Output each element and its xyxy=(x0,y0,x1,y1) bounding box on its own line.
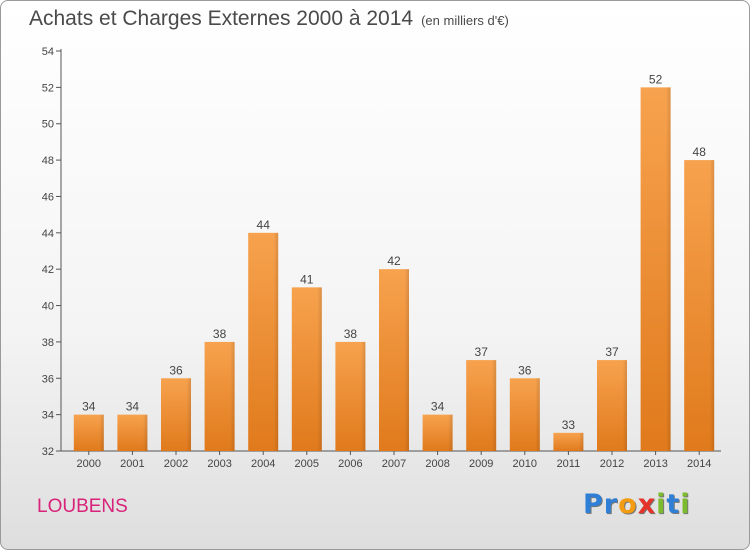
x-tick-label: 2010 xyxy=(513,458,537,470)
bar-shade xyxy=(117,414,148,451)
y-tick-label: 46 xyxy=(42,191,54,203)
data-label: 48 xyxy=(693,145,707,159)
logo-letter: P xyxy=(583,489,604,520)
x-tick-label: 2001 xyxy=(120,458,144,470)
bar-shade xyxy=(161,378,191,451)
data-label: 34 xyxy=(82,400,96,414)
x-tick-label: 2006 xyxy=(338,458,362,470)
proxiti-logo: Proxiti xyxy=(583,489,691,520)
logo-letter: o xyxy=(618,489,638,520)
x-tick-label: 2014 xyxy=(687,458,711,470)
bar-shade xyxy=(509,378,540,451)
y-tick-label: 48 xyxy=(42,155,54,167)
data-label: 37 xyxy=(605,345,619,359)
y-tick-label: 40 xyxy=(42,301,54,313)
x-tick-label: 2005 xyxy=(295,458,319,470)
y-tick-label: 54 xyxy=(42,46,54,58)
x-tick-label: 2013 xyxy=(643,458,667,470)
bar-shade xyxy=(640,87,671,451)
bar-shade xyxy=(248,232,279,451)
y-tick-label: 32 xyxy=(42,446,54,458)
bar-shade xyxy=(684,160,715,451)
x-tick-label: 2004 xyxy=(251,458,275,470)
chart-title: Achats et Charges Externes 2000 à 2014 (e… xyxy=(29,7,509,31)
y-tick-label: 52 xyxy=(42,82,54,94)
bar-shade xyxy=(553,432,584,451)
bar-shade xyxy=(466,360,497,451)
chart-subtitle: (en milliers d'€) xyxy=(421,13,509,28)
x-tick-label: 2009 xyxy=(469,458,493,470)
bars xyxy=(73,87,715,451)
y-tick-label: 38 xyxy=(42,337,54,349)
data-label: 38 xyxy=(344,327,358,341)
logo-letter: i xyxy=(680,489,691,520)
bar-shade xyxy=(335,341,366,451)
logo-letter: t xyxy=(666,489,681,520)
data-label: 52 xyxy=(649,72,663,86)
bar-shade xyxy=(73,414,104,451)
x-tick-label: 2012 xyxy=(600,458,624,470)
y-tick-label: 50 xyxy=(42,119,54,131)
logo-letter: r xyxy=(603,489,619,520)
x-tick-label: 2000 xyxy=(77,458,101,470)
data-label: 34 xyxy=(126,400,140,414)
bar-shade xyxy=(422,414,453,451)
y-tick-label: 44 xyxy=(42,228,54,240)
data-label: 37 xyxy=(475,345,489,359)
x-tick-label: 2008 xyxy=(425,458,449,470)
bar-shade xyxy=(291,287,322,451)
data-label: 41 xyxy=(300,272,314,286)
bar-shade xyxy=(204,341,235,451)
data-label: 33 xyxy=(562,418,576,432)
data-label: 38 xyxy=(213,327,227,341)
x-tick-label: 2003 xyxy=(207,458,231,470)
y-tick-label: 34 xyxy=(42,410,54,422)
data-labels: 34 34 36 38 44 41 38 42 34 37 36 33 37 52 48 xyxy=(82,72,706,431)
data-label: 36 xyxy=(169,363,183,377)
data-label: 34 xyxy=(431,400,445,414)
logo-letter: x xyxy=(637,489,657,520)
x-tick-label: 2007 xyxy=(382,458,406,470)
x-tick-label: 2002 xyxy=(164,458,188,470)
data-label: 42 xyxy=(387,254,401,268)
data-label: 36 xyxy=(518,363,532,377)
y-tick-label: 42 xyxy=(42,264,54,276)
logo-letter: i xyxy=(656,489,667,520)
place-name: LOUBENS xyxy=(37,496,128,517)
data-label: 44 xyxy=(257,218,271,232)
bar-shade xyxy=(379,269,409,451)
x-tick-label: 2011 xyxy=(557,458,581,470)
y-tick-label: 36 xyxy=(42,373,54,385)
bar-shade xyxy=(597,360,627,451)
chart-title-text: Achats et Charges Externes 2000 à 2014 xyxy=(29,7,414,30)
